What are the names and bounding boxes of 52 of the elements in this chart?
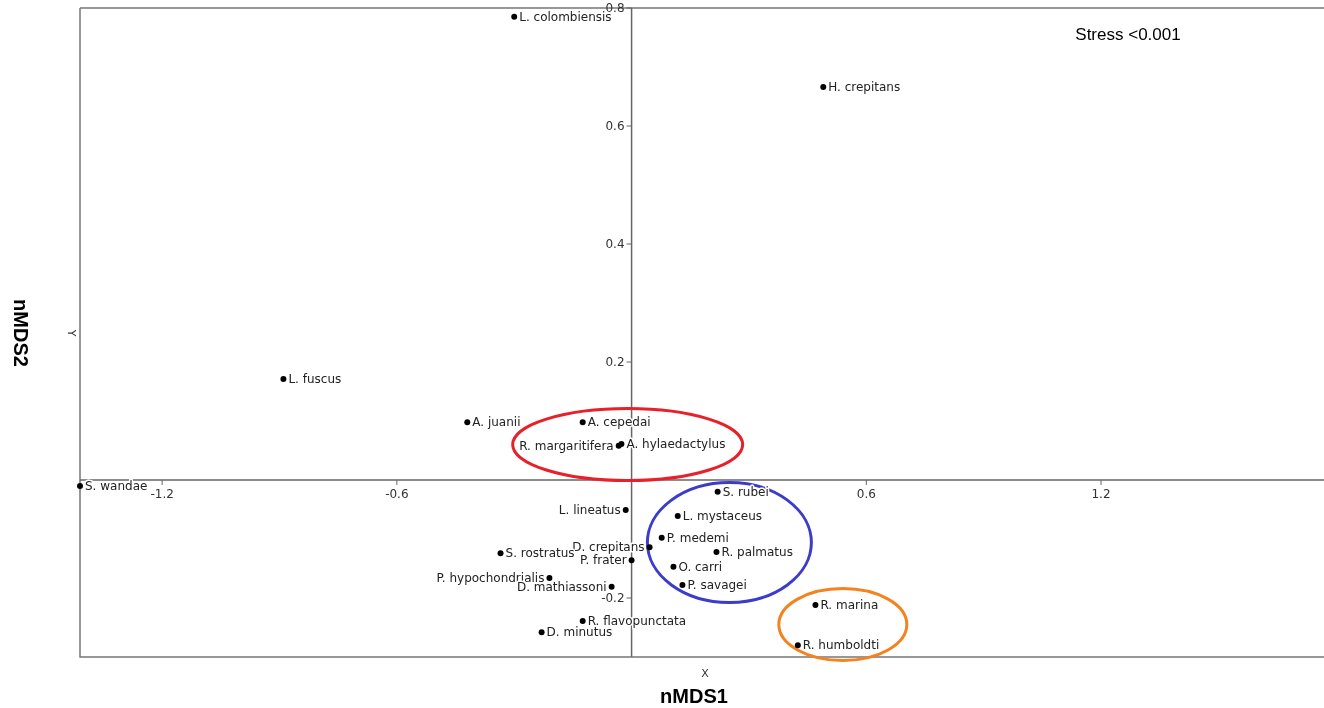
text: X xyxy=(701,667,710,680)
point xyxy=(679,582,686,588)
point xyxy=(622,507,629,514)
x-tick-label: 0.6 xyxy=(856,487,876,501)
y-tick-label: 0.4 xyxy=(605,237,625,251)
data-label: P. frater xyxy=(580,553,627,568)
point xyxy=(658,534,665,541)
point xyxy=(670,563,677,570)
point xyxy=(546,574,553,581)
data-label: L. mystaceus xyxy=(682,508,763,523)
point xyxy=(538,629,545,636)
y-tick-label: -0.2 xyxy=(601,591,625,605)
point xyxy=(713,549,720,555)
data-label: S. rubei xyxy=(722,484,769,499)
point xyxy=(714,488,721,495)
y-tick-label: 0.6 xyxy=(605,119,625,133)
x-tick-label: -1.2 xyxy=(150,487,174,501)
y-axis-title: nMDS2 xyxy=(10,299,32,367)
y-tick-label: 0.8 xyxy=(605,1,625,15)
point xyxy=(280,376,287,383)
point xyxy=(794,642,801,649)
data-label: R. margaritifera xyxy=(519,438,614,453)
point xyxy=(820,84,827,91)
data-label: L. fuscus xyxy=(288,372,342,387)
point xyxy=(511,13,518,20)
data-label: R. palmatus xyxy=(721,544,793,559)
data-label: D. minutus xyxy=(546,625,613,640)
x-tick-label: -0.6 xyxy=(385,487,409,501)
text: Y xyxy=(65,328,78,337)
point xyxy=(812,602,819,609)
data-label: H. crepitans xyxy=(828,80,901,95)
data-label: P. medemi xyxy=(666,530,729,545)
point xyxy=(628,557,635,564)
x-axis-title: nMDS1 xyxy=(660,685,728,707)
point xyxy=(579,419,586,426)
y-tick-label: 0.2 xyxy=(605,355,625,369)
data-label: O. carri xyxy=(678,559,722,574)
point xyxy=(674,513,681,519)
data-label: R. marina xyxy=(820,598,879,613)
data-label: L. lineatus xyxy=(558,503,621,518)
point xyxy=(77,482,83,489)
point xyxy=(464,419,471,426)
point xyxy=(579,618,586,624)
point xyxy=(497,550,504,557)
x-tick-label: 1.2 xyxy=(1091,487,1111,501)
data-label: S. wandae xyxy=(85,478,148,493)
data-label: R. humboldti xyxy=(802,638,880,653)
point xyxy=(646,544,653,551)
data-label: P. savagei xyxy=(687,578,747,593)
data-label: A. juanii xyxy=(472,415,521,430)
annotation: Stress <0.001 xyxy=(1075,25,1181,44)
point xyxy=(608,583,615,590)
